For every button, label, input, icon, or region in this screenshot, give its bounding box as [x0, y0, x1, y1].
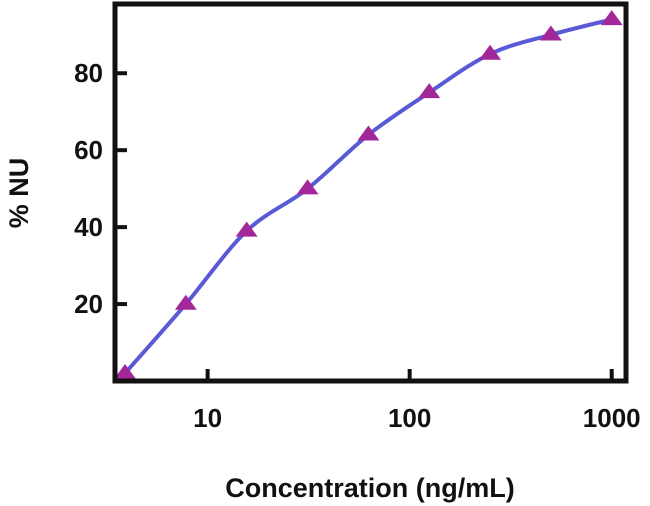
data-point — [539, 25, 562, 41]
y-axis-title: % NU — [4, 158, 34, 229]
data-point — [114, 364, 136, 380]
plot-frame — [112, 1, 629, 384]
data-point — [235, 221, 258, 237]
x-tick-label: 10 — [193, 403, 222, 433]
x-tick-label: 1000 — [583, 403, 641, 433]
data-point — [357, 125, 380, 141]
y-tick-label: 80 — [74, 58, 103, 88]
data-point — [600, 10, 623, 26]
series-line — [123, 17, 614, 376]
y-tick-label: 40 — [74, 212, 103, 242]
ticks-layer: 10 100 1000 20 40 60 80 — [74, 58, 641, 433]
marks-layer — [114, 10, 623, 380]
data-point — [174, 294, 197, 310]
data-point — [479, 44, 502, 60]
data-point — [296, 179, 319, 195]
y-tick-label: 20 — [74, 289, 103, 319]
x-axis-title: Concentration (ng/mL) — [225, 473, 514, 503]
x-tick-label: 100 — [388, 403, 431, 433]
data-point — [418, 83, 441, 99]
y-tick-label: 60 — [74, 135, 103, 165]
